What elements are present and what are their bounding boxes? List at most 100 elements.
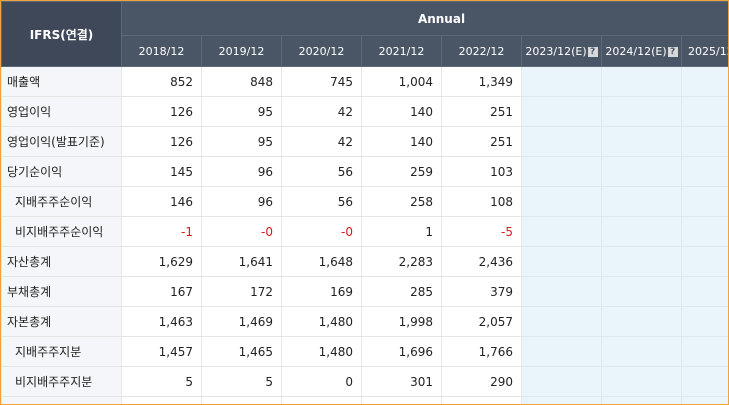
estimate-cell [521, 66, 602, 97]
estimate-cell [601, 156, 682, 187]
cell-value: 126 [121, 126, 202, 157]
row-label[interactable]: 지배주주지분 [1, 336, 122, 367]
cell-value: 251 [441, 96, 522, 127]
cell-value: 5 [201, 366, 282, 397]
estimate-cell [680, 396, 728, 404]
estimate-cell [521, 306, 602, 337]
cell-value: 56 [281, 186, 362, 217]
cell-value: 1,480 [281, 306, 362, 337]
ifrs-consolidated-header: IFRS(연결) [1, 1, 122, 67]
cell-value: 108 [441, 186, 522, 217]
cell-value [441, 396, 522, 404]
cell-value: 745 [281, 66, 362, 97]
estimate-cell [521, 96, 602, 127]
estimate-cell [521, 276, 602, 307]
table-row: 지배주주지분 1,457 1,465 1,480 1,696 1,766 [1, 336, 728, 367]
year-header[interactable]: 2018/12 [121, 35, 202, 67]
year-header[interactable]: 2020/12 [281, 35, 362, 67]
table-row: 당기순이익 145 96 56 259 103 [1, 156, 728, 187]
row-label[interactable]: 매출액 [1, 66, 122, 97]
estimate-cell [521, 186, 602, 217]
row-label[interactable]: 비지배주주지분 [1, 366, 122, 397]
cell-value: 103 [441, 156, 522, 187]
cell-value: 95 [201, 126, 282, 157]
cell-value: 290 [441, 366, 522, 397]
estimate-cell [680, 186, 728, 217]
estimate-cell [601, 336, 682, 367]
cell-value: 96 [201, 186, 282, 217]
year-header[interactable]: 2019/12 [201, 35, 282, 67]
cell-value: 96 [201, 156, 282, 187]
cell-value: 95 [201, 96, 282, 127]
cell-value: 56 [281, 156, 362, 187]
cell-value: 1,457 [121, 336, 202, 367]
row-label[interactable]: 영업이익(발표기준) [1, 126, 122, 157]
estimate-cell [680, 96, 728, 127]
estimate-year-label: 2024/12(E) [605, 44, 667, 58]
estimate-cell [521, 366, 602, 397]
estimate-cell [680, 276, 728, 307]
estimate-cell [601, 306, 682, 337]
cell-value: 2,057 [441, 306, 522, 337]
estimate-year-label: 2023/12(E) [525, 44, 587, 58]
table-row: 매출액 852 848 745 1,004 1,349 [1, 66, 728, 97]
estimate-cell [521, 156, 602, 187]
table-row: 지배주주순이익 146 96 56 258 108 [1, 186, 728, 217]
estimate-cell [680, 306, 728, 337]
table-row: 비지배주주지분 5 5 0 301 290 [1, 366, 728, 397]
estimate-cell [680, 126, 728, 157]
cell-value: 146 [121, 186, 202, 217]
estimate-cell [601, 96, 682, 127]
estimate-year-header[interactable]: 2023/12(E)? [521, 35, 602, 67]
cell-value: 1,641 [201, 246, 282, 277]
row-label[interactable]: 영업이익 [1, 96, 122, 127]
row-label[interactable]: 자본총계 [1, 306, 122, 337]
cell-value: 1,648 [281, 246, 362, 277]
cell-value: 2,283 [361, 246, 442, 277]
estimate-cell [521, 396, 602, 404]
estimate-cell [601, 66, 682, 97]
cell-value: 169 [281, 276, 362, 307]
cell-value: 42 [281, 126, 362, 157]
cell-value: 1 [361, 216, 442, 247]
cell-value [361, 396, 442, 404]
cell-value: 1,766 [441, 336, 522, 367]
estimate-cell [680, 366, 728, 397]
help-icon[interactable]: ? [667, 46, 678, 57]
cell-value: 140 [361, 126, 442, 157]
row-label[interactable]: 지배주주순이익 [1, 186, 122, 217]
cell-value: 2,436 [441, 246, 522, 277]
cell-value: 1,349 [441, 66, 522, 97]
estimate-year-header[interactable]: 2025/12 [680, 35, 728, 67]
table-row: 자본총계 1,463 1,469 1,480 1,998 2,057 [1, 306, 728, 337]
estimate-cell [680, 246, 728, 277]
row-label[interactable]: 자산총계 [1, 246, 122, 277]
cell-value: 1,480 [281, 336, 362, 367]
cell-value [281, 396, 362, 404]
estimate-cell [601, 246, 682, 277]
cell-value: -5 [441, 216, 522, 247]
table-row: 부채총계 167 172 169 285 379 [1, 276, 728, 307]
cell-value: 140 [361, 96, 442, 127]
cell-value: 126 [121, 96, 202, 127]
year-header[interactable]: 2021/12 [361, 35, 442, 67]
year-header[interactable]: 2022/12 [441, 35, 522, 67]
table-row: 비지배주주순이익 -1 -0 -0 1 -5 [1, 216, 728, 247]
row-label [1, 396, 122, 404]
cell-value: 172 [201, 276, 282, 307]
cell-value: -0 [201, 216, 282, 247]
table-row: 영업이익(발표기준) 126 95 42 140 251 [1, 126, 728, 157]
row-label[interactable]: 비지배주주순이익 [1, 216, 122, 247]
row-label[interactable]: 부채총계 [1, 276, 122, 307]
estimate-year-header[interactable]: 2024/12(E)? [601, 35, 682, 67]
row-label[interactable]: 당기순이익 [1, 156, 122, 187]
table-row-partial [1, 396, 728, 404]
estimate-cell [601, 126, 682, 157]
cell-value: 42 [281, 96, 362, 127]
estimate-cell [680, 336, 728, 367]
help-icon[interactable]: ? [587, 46, 598, 57]
cell-value [201, 396, 282, 404]
estimate-cell [601, 216, 682, 247]
estimate-cell [521, 216, 602, 247]
cell-value: 258 [361, 186, 442, 217]
